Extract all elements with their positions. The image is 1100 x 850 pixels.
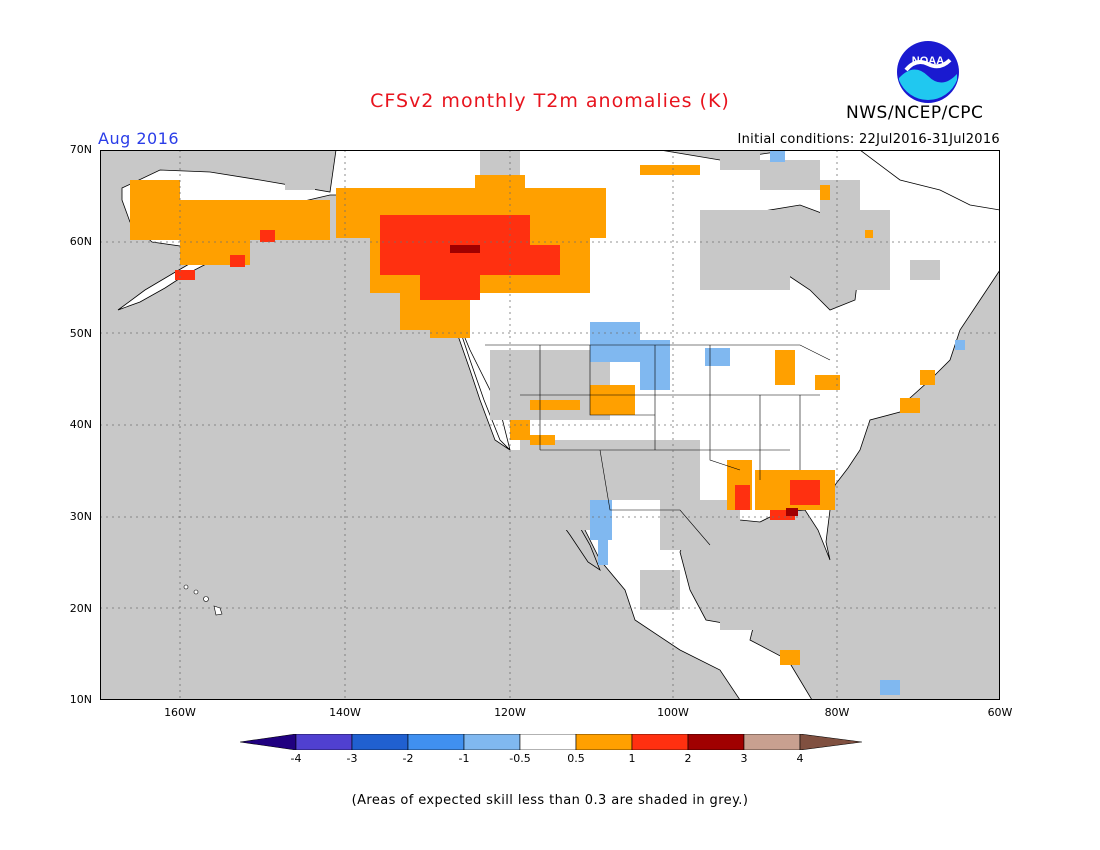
agency-label: NWS/NCEP/CPC (846, 103, 984, 123)
lat-label-10n: 10N (69, 693, 92, 706)
lon-label-60w: 60W (987, 706, 1013, 719)
lon-label-80w: 80W (824, 706, 850, 719)
skill-footnote: (Areas of expected skill less than 0.3 a… (351, 793, 749, 808)
graticule (100, 150, 1000, 700)
colorbar-label: -1 (458, 752, 470, 765)
lon-label-160w: 160W (164, 706, 196, 719)
colorbar-arrow-min (240, 734, 297, 750)
colorbar-label: 2 (684, 752, 692, 765)
lon-label-120w: 120W (494, 706, 526, 719)
lat-label-40n: 40N (69, 418, 92, 431)
lat-label-50n: 50N (69, 327, 92, 340)
colorbar-label: 4 (796, 752, 804, 765)
colorbar-label: -4 (290, 752, 302, 765)
lat-label-30n: 30N (69, 510, 92, 523)
extreme-warm-regions (450, 245, 798, 516)
noaa-logo-text: NOAA (912, 55, 944, 67)
colorbar-label: -2 (402, 752, 414, 765)
initial-conditions: Initial conditions: 22Jul2016-31Jul2016 (737, 132, 1000, 147)
map-title: CFSv2 monthly T2m anomalies (K) (370, 90, 730, 112)
greenland-land (859, 150, 1000, 211)
lat-label-20n: 20N (69, 602, 92, 615)
colorbar-arrow-max (799, 734, 862, 750)
forecast-period: Aug 2016 (98, 129, 180, 148)
strong-warm-regions (175, 215, 820, 520)
lat-label-70n: 70N (69, 143, 92, 156)
lon-label-140w: 140W (329, 706, 361, 719)
colorbar-label: -0.5 (509, 752, 531, 765)
noaa-logo-icon: NOAA (896, 40, 960, 104)
hawaii-islands (183, 584, 223, 616)
lon-label-100w: 100W (657, 706, 689, 719)
anomaly-colorbar (240, 734, 862, 750)
lat-label-60n: 60N (69, 235, 92, 248)
colorbar-label: 3 (740, 752, 748, 765)
political-borders (485, 344, 831, 546)
colorbar-label: 0.5 (567, 752, 585, 765)
colorbar-label: 1 (628, 752, 636, 765)
anomaly-map (100, 150, 1000, 700)
colorbar-label: -3 (346, 752, 358, 765)
